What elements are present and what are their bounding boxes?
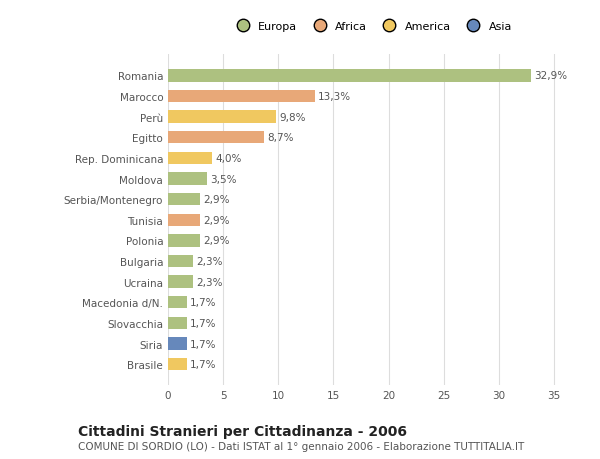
Text: 2,9%: 2,9%: [203, 215, 230, 225]
Bar: [168, 132, 264, 144]
Bar: [168, 276, 193, 288]
Bar: [168, 91, 314, 103]
Text: 1,7%: 1,7%: [190, 318, 217, 328]
Text: 13,3%: 13,3%: [318, 92, 351, 102]
Bar: [168, 317, 187, 330]
Bar: [168, 297, 187, 309]
Text: 1,7%: 1,7%: [190, 297, 217, 308]
Text: COMUNE DI SORDIO (LO) - Dati ISTAT al 1° gennaio 2006 - Elaborazione TUTTITALIA.: COMUNE DI SORDIO (LO) - Dati ISTAT al 1°…: [78, 441, 524, 451]
Text: 1,7%: 1,7%: [190, 339, 217, 349]
Text: 32,9%: 32,9%: [534, 71, 567, 81]
Bar: [168, 70, 531, 83]
Legend: Europa, Africa, America, Asia: Europa, Africa, America, Asia: [227, 17, 517, 37]
Text: 2,3%: 2,3%: [197, 277, 223, 287]
Bar: [168, 235, 200, 247]
Text: 1,7%: 1,7%: [190, 359, 217, 369]
Text: 3,5%: 3,5%: [210, 174, 236, 184]
Bar: [168, 194, 200, 206]
Text: Cittadini Stranieri per Cittadinanza - 2006: Cittadini Stranieri per Cittadinanza - 2…: [78, 425, 407, 438]
Bar: [168, 173, 206, 185]
Text: 9,8%: 9,8%: [280, 112, 306, 123]
Text: 4,0%: 4,0%: [215, 154, 242, 163]
Bar: [168, 255, 193, 268]
Bar: [168, 338, 187, 350]
Bar: [168, 152, 212, 165]
Text: 2,3%: 2,3%: [197, 257, 223, 267]
Text: 2,9%: 2,9%: [203, 236, 230, 246]
Text: 2,9%: 2,9%: [203, 195, 230, 205]
Text: 8,7%: 8,7%: [267, 133, 294, 143]
Bar: [168, 214, 200, 226]
Bar: [168, 358, 187, 370]
Bar: [168, 111, 276, 123]
